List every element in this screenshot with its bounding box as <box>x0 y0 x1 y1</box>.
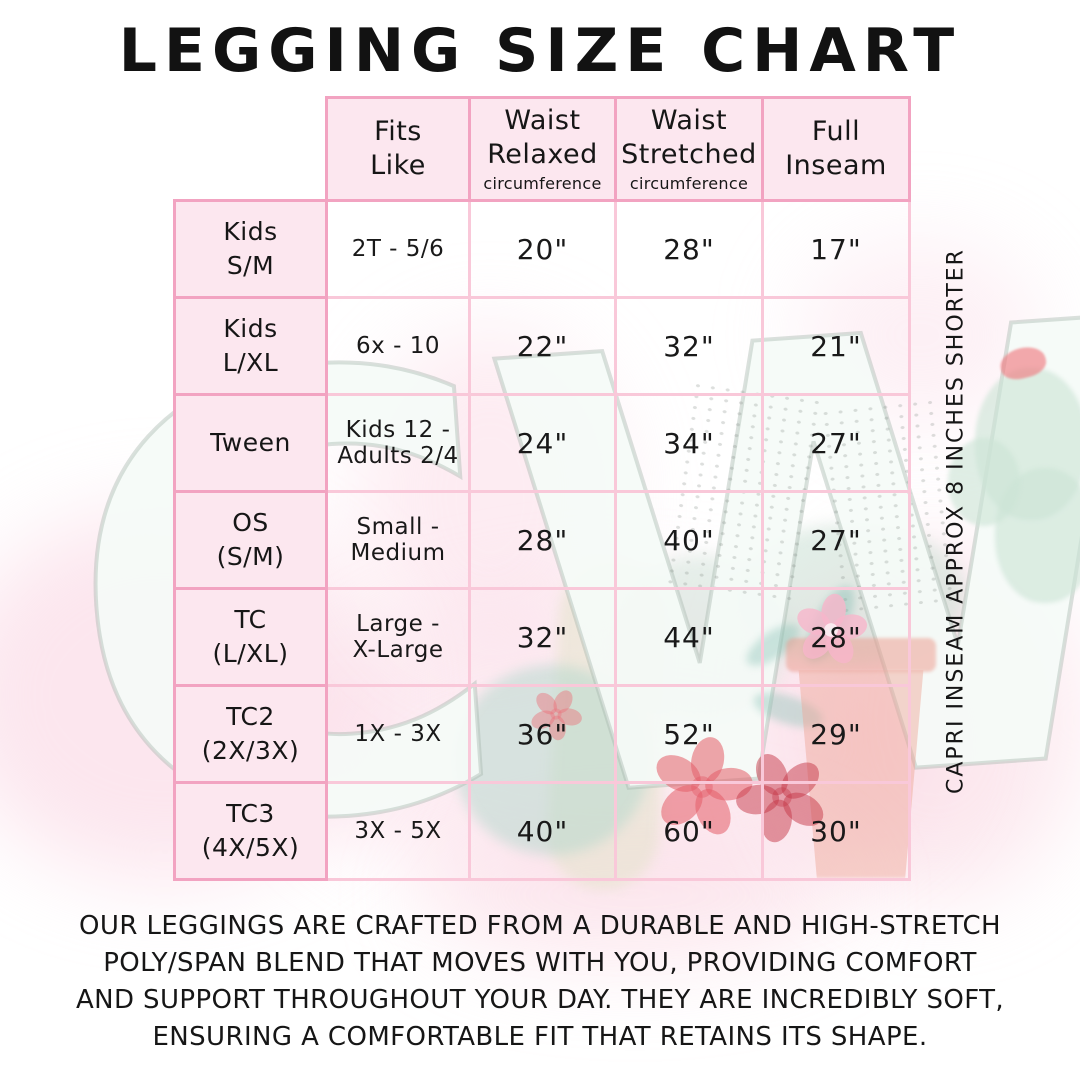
col-header-label: Fits Like <box>370 116 426 181</box>
cell-waist-relaxed: 28" <box>468 490 617 590</box>
cell-fits-like: 1X - 3X <box>325 684 471 784</box>
col-header-subtext: circumference <box>483 173 602 193</box>
cell-waist-relaxed: 20" <box>468 199 617 299</box>
cell-fits-like: Kids 12 - Adults 2/4 <box>325 393 471 493</box>
col-header-label: Waist Stretched <box>621 105 757 170</box>
row-header-tc3: TC3 (4X/5X) <box>173 781 328 881</box>
col-header-label: Full Inseam <box>785 116 887 181</box>
cell-waist-relaxed: 32" <box>468 587 617 687</box>
row-header-kids-sm: Kids S/M <box>173 199 328 299</box>
cell-waist-relaxed: 22" <box>468 296 617 396</box>
cell-full-inseam: 30" <box>761 781 911 881</box>
corner-cell <box>175 98 327 201</box>
cell-waist-stretched: 32" <box>614 296 764 396</box>
row-header-os: OS (S/M) <box>173 490 328 590</box>
table-row: TC (L/XL) Large - X-Large 32" 44" 28" <box>173 587 911 687</box>
description-line: AND SUPPORT THROUGHOUT YOUR DAY. THEY AR… <box>75 985 1005 1015</box>
cell-full-inseam: 27" <box>761 490 911 590</box>
description-line: OUR LEGGINGS ARE CRAFTED FROM A DURABLE … <box>79 911 1001 941</box>
table-row: OS (S/M) Small - Medium 28" 40" 27" <box>173 490 911 590</box>
cell-waist-stretched: 52" <box>614 684 764 784</box>
description-line: POLY/SPAN BLEND THAT MOVES WITH YOU, PRO… <box>103 948 977 978</box>
table-row: TC3 (4X/5X) 3X - 5X 40" 60" 30" <box>173 781 911 881</box>
cell-waist-stretched: 60" <box>614 781 764 881</box>
cell-waist-relaxed: 36" <box>468 684 617 784</box>
page-title: LEGGING SIZE CHART <box>118 16 962 86</box>
col-header-label: Waist Relaxed <box>487 105 598 170</box>
watermark-cactus-pad <box>975 368 1080 520</box>
row-header-tc2: TC2 (2X/3X) <box>173 684 328 784</box>
row-header-kids-lxl: Kids L/XL <box>173 296 328 396</box>
table-row: TC2 (2X/3X) 1X - 3X 36" 52" 29" <box>173 684 911 784</box>
cell-full-inseam: 27" <box>761 393 911 493</box>
cell-fits-like: 6x - 10 <box>325 296 471 396</box>
cell-fits-like: Small - Medium <box>325 490 471 590</box>
cell-waist-relaxed: 24" <box>468 393 617 493</box>
size-table: Fits Like Waist Relaxed circumference Wai… <box>173 96 911 881</box>
product-description: OUR LEGGINGS ARE CRAFTED FROM A DURABLE … <box>0 908 1080 1056</box>
col-header-full-inseam: Full Inseam <box>761 96 911 202</box>
cell-full-inseam: 17" <box>761 199 911 299</box>
row-header-tc: TC (L/XL) <box>173 587 328 687</box>
cell-full-inseam: 21" <box>761 296 911 396</box>
table-row: Kids L/XL 6x - 10 22" 32" 21" <box>173 296 911 396</box>
cell-full-inseam: 29" <box>761 684 911 784</box>
row-header-tween: Tween <box>173 393 328 493</box>
cell-waist-stretched: 28" <box>614 199 764 299</box>
table-row: Kids S/M 2T - 5/6 20" 28" 17" <box>173 199 911 299</box>
watermark-cactus-bloom <box>997 342 1049 384</box>
watermark-cactus-pad <box>995 468 1080 603</box>
col-header-waist-stretched: Waist Stretched circumference <box>614 96 764 202</box>
header-row: Fits Like Waist Relaxed circumference Wai… <box>175 96 911 202</box>
col-header-waist-relaxed: Waist Relaxed circumference <box>468 96 617 202</box>
cell-waist-stretched: 34" <box>614 393 764 493</box>
cell-waist-stretched: 44" <box>614 587 764 687</box>
cell-waist-stretched: 40" <box>614 490 764 590</box>
col-header-subtext: circumference <box>629 173 749 193</box>
cell-fits-like: 2T - 5/6 <box>325 199 471 299</box>
cell-fits-like: Large - X-Large <box>325 587 471 687</box>
cell-fits-like: 3X - 5X <box>325 781 471 881</box>
cell-full-inseam: 28" <box>761 587 911 687</box>
col-header-fits-like: Fits Like <box>325 96 471 202</box>
table-row: Tween Kids 12 - Adults 2/4 24" 34" 27" <box>173 393 911 493</box>
description-line: ENSURING A COMFORTABLE FIT THAT RETAINS … <box>152 1022 928 1052</box>
capri-inseam-note: CAPRI INSEAM APPROX 8 INCHES SHORTER <box>943 248 969 794</box>
cell-waist-relaxed: 40" <box>468 781 617 881</box>
